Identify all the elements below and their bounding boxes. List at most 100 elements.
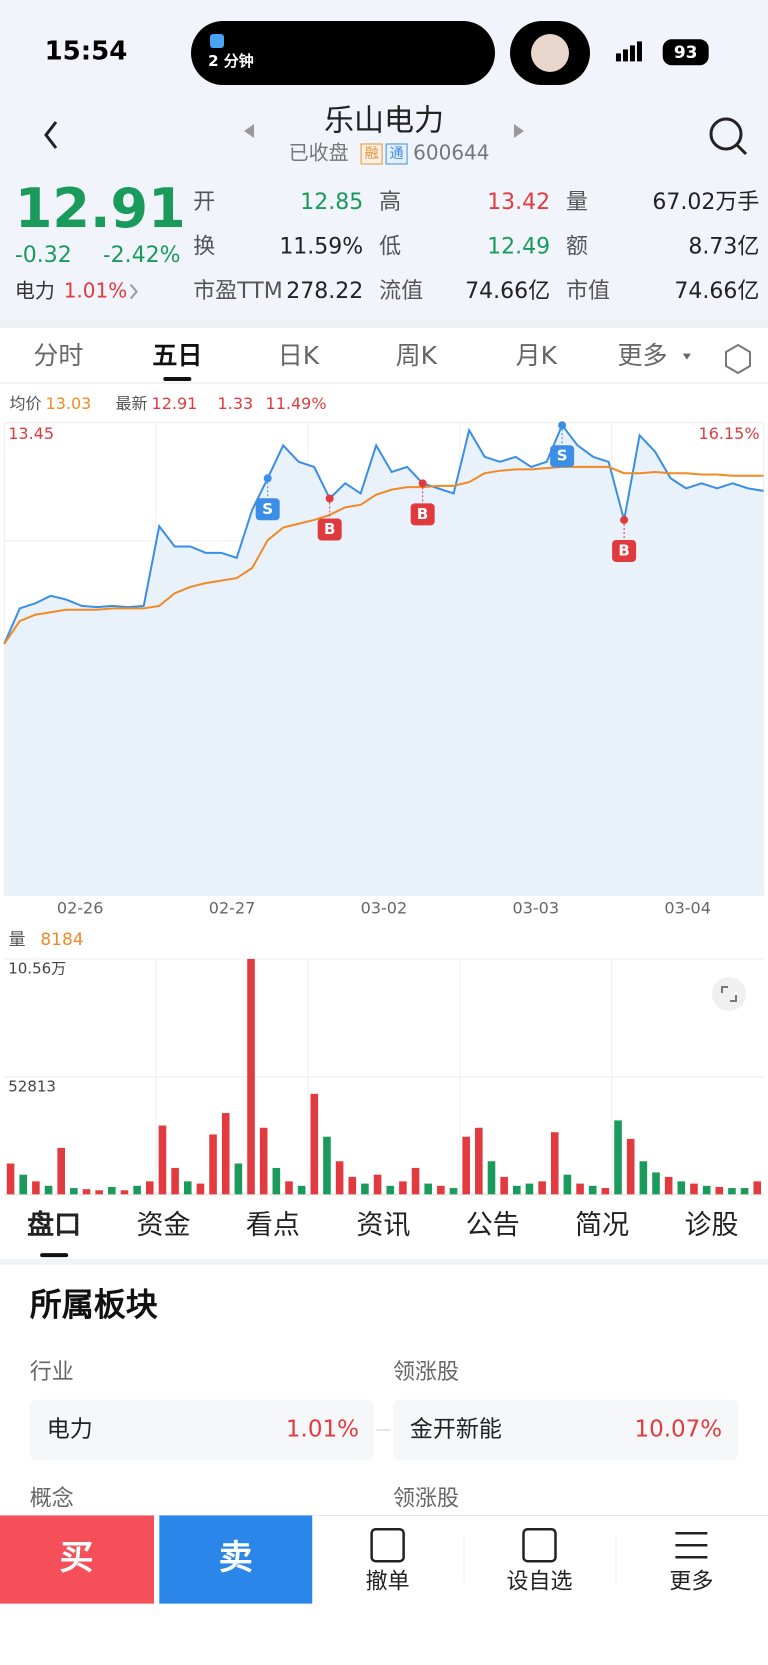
volume-bar: [639, 1161, 648, 1195]
volume-bar: [487, 1161, 496, 1195]
volume-bar: [702, 1185, 711, 1195]
sector-name[interactable]: 电力: [15, 279, 55, 303]
volume-bar: [626, 1138, 635, 1195]
signal-bar: [615, 53, 621, 62]
y-tick-label: 13.45: [8, 424, 54, 443]
field-value: 278.22: [286, 279, 363, 304]
leader-pct: 10.07%: [634, 1416, 722, 1442]
volume-bar: [753, 1181, 762, 1195]
trade-label: S: [557, 447, 568, 465]
period-tab[interactable]: 日K: [278, 341, 320, 370]
sell-button[interactable]: [159, 1515, 313, 1604]
volume-bar: [32, 1181, 40, 1195]
next-stock[interactable]: [514, 124, 524, 138]
field-label: 高: [379, 190, 401, 215]
chevron: [129, 283, 138, 300]
volume-bar: [588, 1185, 597, 1195]
trade-label: B: [324, 520, 335, 538]
leader-name: 金开新能: [410, 1416, 502, 1442]
x-tick-label: 03-04: [664, 899, 711, 918]
trade-dot: [325, 494, 334, 503]
activity-icon: [210, 34, 224, 48]
clock: 15:54: [45, 37, 128, 67]
tab-underline: [40, 1253, 69, 1258]
detail-tab[interactable]: 资金: [137, 1210, 191, 1241]
volume-bar: [19, 1174, 28, 1195]
volume-bar: [183, 1181, 192, 1195]
period-tab[interactable]: 五日: [152, 341, 202, 370]
volume-bar: [221, 1113, 230, 1195]
volume-bar: [677, 1181, 686, 1195]
legend-value: 12.91: [152, 394, 198, 413]
expand-button[interactable]: [712, 977, 746, 1011]
volume-bar: [310, 1093, 319, 1195]
volume-bar: [411, 1167, 420, 1195]
volume-bar: [323, 1136, 331, 1195]
volume-bar: [133, 1185, 141, 1195]
volume-bar: [335, 1161, 344, 1195]
action-icon: [522, 1527, 557, 1563]
period-tab[interactable]: 更多: [618, 341, 668, 370]
trade-badge: [255, 498, 280, 521]
volume-bar: [475, 1127, 483, 1195]
detail-tab[interactable]: 诊股: [685, 1210, 739, 1241]
stock-name: 乐山电力: [324, 104, 444, 139]
volume-bar: [95, 1190, 103, 1195]
buy-button[interactable]: [0, 1515, 154, 1604]
volume-bar: [386, 1185, 395, 1195]
field-label: 换: [193, 234, 215, 259]
field-value: 13.42: [487, 190, 550, 215]
volume-bar: [120, 1190, 129, 1195]
action-label[interactable]: 设自选: [506, 1569, 572, 1594]
settings-button[interactable]: [725, 343, 751, 375]
market-status: 已收盘: [289, 140, 349, 164]
badge: [385, 143, 408, 165]
trade-label: B: [618, 541, 629, 559]
badge-text: 通: [390, 146, 404, 162]
legend-label: 均价: [10, 394, 42, 413]
detail-tab[interactable]: 资讯: [356, 1210, 410, 1241]
volume-bar: [563, 1174, 572, 1195]
expand-icon: [721, 986, 737, 1002]
battery-level: 93: [674, 43, 698, 63]
period-tab[interactable]: 月K: [516, 341, 558, 370]
volume-bar: [209, 1134, 217, 1195]
volume-bar: [361, 1183, 369, 1195]
back-button[interactable]: [44, 121, 58, 149]
trade-badge: [317, 518, 342, 541]
legend-label: 最新: [116, 394, 148, 413]
price-line: [3, 465, 764, 645]
detail-tab[interactable]: 简况: [575, 1210, 629, 1241]
field-value: 8.73亿: [688, 234, 759, 259]
volume-bar: [272, 1167, 281, 1195]
period-tab[interactable]: 分时: [33, 341, 83, 370]
volume-bar: [145, 1181, 154, 1195]
action-label[interactable]: 撤单: [366, 1569, 410, 1594]
sector-card[interactable]: [392, 1399, 739, 1461]
y-tick-label: 10.56万: [8, 959, 66, 977]
action-label[interactable]: 更多: [669, 1569, 713, 1594]
volume-bar: [462, 1136, 470, 1195]
search-button[interactable]: [709, 117, 743, 151]
prev-stock[interactable]: [244, 124, 254, 138]
volume-bar: [297, 1185, 306, 1195]
trade-badge: [550, 445, 575, 468]
period-tab[interactable]: 周K: [396, 341, 438, 370]
detail-tab[interactable]: 公告: [466, 1210, 520, 1241]
detail-tab[interactable]: 盘口: [27, 1209, 81, 1241]
field-label: 流值: [379, 279, 423, 304]
detail-tab[interactable]: 看点: [246, 1210, 300, 1241]
volume-bar: [285, 1181, 293, 1195]
field-value: 74.66亿: [465, 279, 550, 304]
field-value: 12.85: [300, 190, 363, 215]
sector-card[interactable]: [29, 1399, 374, 1461]
signal-bar: [629, 45, 635, 62]
trade-label: S: [262, 500, 273, 518]
volume-bar: [576, 1183, 584, 1195]
volume-bar: [57, 1147, 65, 1195]
volume-bar: [449, 1188, 458, 1195]
legend-change-pct: 11.49%: [266, 394, 327, 413]
row-label: 行业: [30, 1360, 74, 1385]
field-label: 开: [193, 190, 215, 215]
